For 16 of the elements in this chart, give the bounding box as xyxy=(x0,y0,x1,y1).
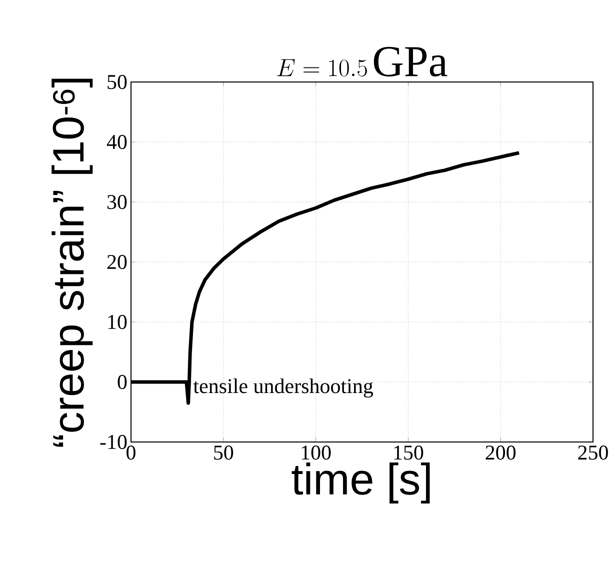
annotation: tensile undershooting xyxy=(193,378,374,398)
y-axis-title: “creep strain” [10$^{-6}$] xyxy=(52,78,93,447)
y-tick-label: 10 xyxy=(108,314,127,330)
y-tick-label: -10 xyxy=(100,434,127,450)
y-tick-label: 20 xyxy=(107,254,127,270)
y-tick-label: 50 xyxy=(108,74,127,90)
x-tick-label: 250 xyxy=(578,446,608,460)
x-axis-title: time [s] xyxy=(292,462,430,504)
y-tick-label: 30 xyxy=(107,194,127,210)
y-tick-label: 0 xyxy=(118,374,127,390)
y-tick-label: 40 xyxy=(106,134,127,150)
x-tick-label: 100 xyxy=(302,446,331,460)
x-tick-label: 50 xyxy=(214,446,234,460)
x-tick-label: 150 xyxy=(394,446,424,460)
chart-title: $E = 10.5\,\mathrm{GPa}$ xyxy=(277,46,448,77)
x-tick-label: 200 xyxy=(486,446,516,460)
